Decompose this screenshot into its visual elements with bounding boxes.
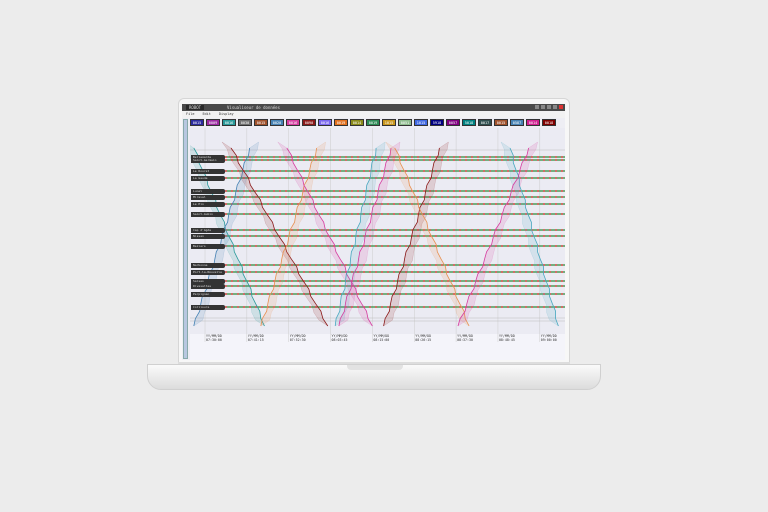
train-tab[interactable]: 5918 [430,119,444,126]
station-label[interactable]: Nissan [191,233,225,239]
laptop-hinge [178,362,570,365]
station-label[interactable]: Saint-Aubin [191,211,225,217]
tick-time: 07:30:00 [206,338,222,342]
train-tab[interactable]: 0016 [318,119,332,126]
menu-file[interactable]: File [186,112,195,116]
train-tab[interactable]: 0057 [446,119,460,126]
station-label[interactable]: Le Rouret [191,168,225,174]
maximize-button[interactable] [553,105,557,109]
train-tab[interactable]: 0090 [302,119,316,126]
time-tick: YY/MM/DD 07:30:00 [206,334,222,342]
train-tab[interactable]: 0020 [270,119,284,126]
train-path [286,147,373,327]
time-tick: YY/MM/DD 08:26:15 [415,334,431,342]
train-path [457,147,529,327]
train-tab[interactable]: 0030 [238,119,252,126]
train-path [509,147,559,327]
train-tab[interactable]: 0018 [542,119,556,126]
tick-time: 08:03:45 [331,338,348,342]
laptop-base [147,364,601,390]
close-button[interactable] [559,105,563,109]
station-label[interactable]: Bellegarde [191,154,225,160]
station-label[interactable]: Perpignan [191,291,225,297]
tick-date: YY/MM/DD [373,334,390,338]
train-tab[interactable]: 1015 [414,119,428,126]
train-tab[interactable]: 0015 [190,119,204,126]
tick-time: 08:15:00 [373,338,390,342]
station-label[interactable]: Beziers [191,243,225,249]
restore-button[interactable] [541,105,545,109]
tick-time: 07:41:15 [247,338,264,342]
time-tick: YY/MM/DD 08:15:00 [373,334,389,342]
tick-date: YY/MM/DD [498,334,515,338]
train-path [260,147,317,327]
train-path [383,147,440,327]
tick-time: 08:26:15 [415,338,432,342]
tick-date: YY/MM/DD [457,334,473,338]
tick-date: YY/MM/DD [415,334,432,338]
station-label[interactable]: Narbonne [191,262,225,268]
station-label[interactable]: Salses [191,278,225,284]
laptop-notch [347,365,403,370]
time-tick: YY/MM/DD 07:52:30 [290,334,306,342]
window-title: Visualiseur de données [227,105,280,110]
train-tab[interactable]: 1015 [382,119,396,126]
train-path [338,147,392,327]
tick-time: 09:00:00 [540,338,557,342]
train-tab[interactable]: 0009 [206,119,220,126]
minimize-button[interactable] [547,105,551,109]
time-tick: YY/MM/DD 08:48:45 [499,334,515,342]
time-tick: YY/MM/DD 08:37:30 [457,334,473,342]
menu-edit[interactable]: Edit [202,112,211,116]
train-path [394,147,470,327]
tick-date: YY/MM/DD [540,334,557,338]
train-tab[interactable]: 0014 [526,119,540,126]
train-tab[interactable]: 0019 [334,119,348,126]
station-label[interactable]: Mireval [191,194,225,200]
station-label[interactable]: Port-la-Nouvelle [191,269,225,275]
tick-date: YY/MM/DD [247,334,264,338]
station-label[interactable]: Lunel [191,188,225,194]
help-button[interactable] [535,105,539,109]
station-label[interactable]: Rivesaltes [191,283,225,289]
train-tab[interactable]: 0015 [254,119,268,126]
train-tab[interactable]: 0051 [398,119,412,126]
train-graph [190,128,565,360]
train-tab[interactable]: 0015 [494,119,508,126]
time-tick: YY/MM/DD 09:00:00 [541,334,557,342]
menu-display[interactable]: Display [218,112,234,116]
train-path [334,147,377,327]
train-tab[interactable]: 5018 [462,119,476,126]
train-tab[interactable]: 0017 [478,119,492,126]
train-tab[interactable]: 0016 [222,119,236,126]
station-label[interactable]: La Gaude [191,175,225,181]
train-tab[interactable]: 0019 [366,119,380,126]
tick-date: YY/MM/DD [331,334,348,338]
app-logo: ROBOT [186,105,205,110]
train-tab[interactable]: 0016 [286,119,300,126]
station-label[interactable]: Collioure [191,304,225,310]
train-tab[interactable]: 0014 [350,119,364,126]
train-tab[interactable]: 0587 [510,119,524,126]
station-label[interactable]: Le Pin [191,201,225,207]
train-path [230,147,329,327]
time-tick: YY/MM/DD 08:03:45 [332,334,348,342]
tick-time: 08:48:45 [498,338,515,342]
window-controls [535,105,563,109]
time-axis-band [190,334,565,360]
tick-date: YY/MM/DD [289,334,306,338]
tick-time: 07:52:30 [289,338,306,342]
time-tick: YY/MM/DD 07:41:15 [248,334,264,342]
plot-background [190,128,565,334]
vertical-scrollbar[interactable] [183,119,188,359]
app-window: ROBOT Visualiseur de données File Edit D… [182,104,565,360]
station-label[interactable]: Saint-Germain [191,157,225,163]
station-label[interactable]: Cap d'Agde [191,227,225,233]
tick-date: YY/MM/DD [206,334,222,338]
title-bar: ROBOT Visualiseur de données [182,104,565,111]
train-tabs: 0015 0009 0016 0030 0015 0020 0016 0090 0016 0019… [190,119,556,126]
tick-time: 08:37:30 [457,338,473,342]
menu-bar: File Edit Display [182,111,565,118]
